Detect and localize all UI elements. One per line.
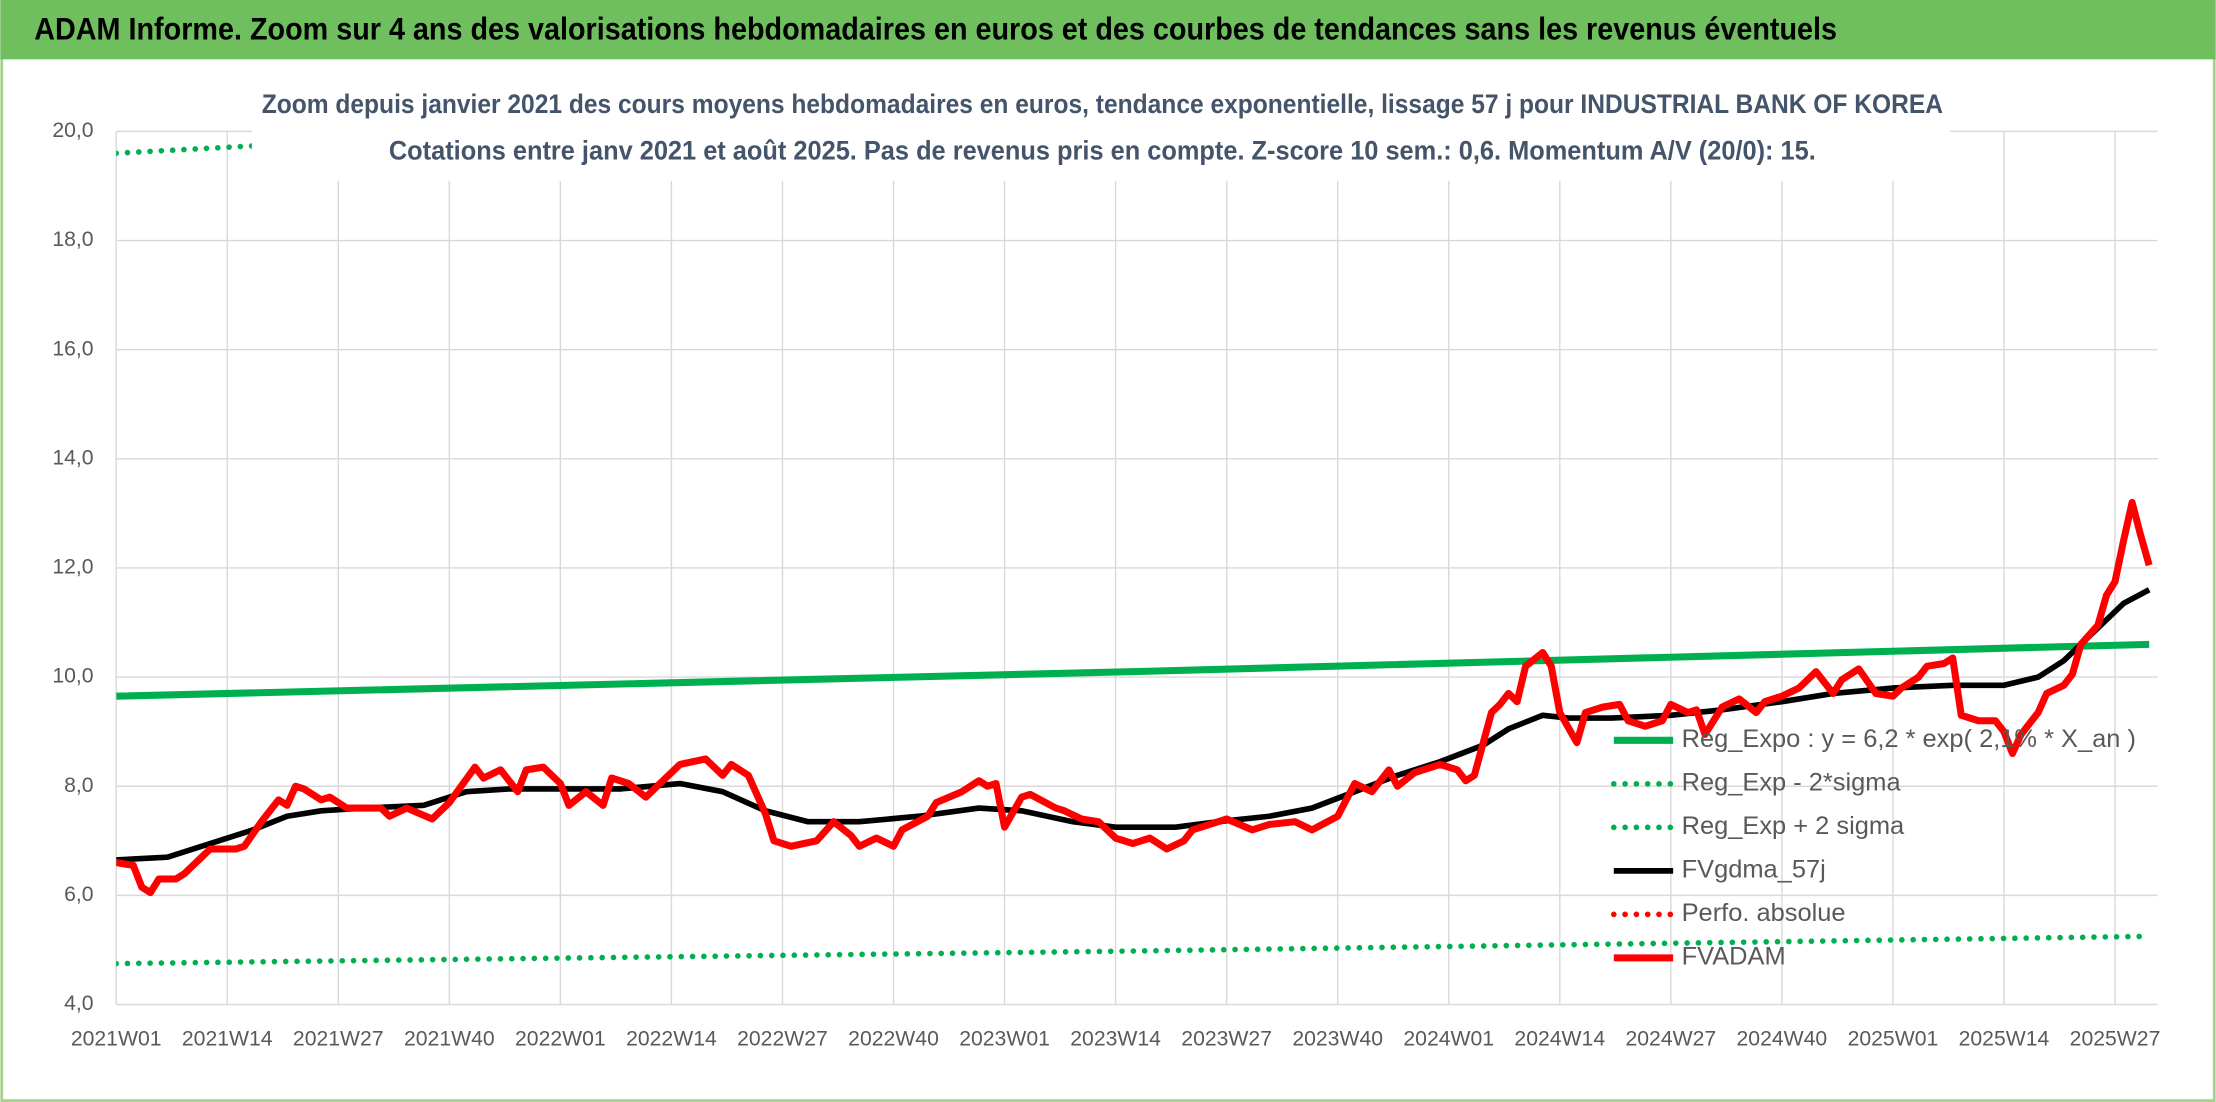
legend-label: Reg_Exp + 2 sigma	[1682, 812, 1905, 840]
x-tick-label: 2023W01	[959, 1027, 1050, 1050]
x-tick-label: 2021W14	[182, 1027, 273, 1050]
x-tick-label: 2022W14	[626, 1027, 717, 1050]
chart-subtitle: Cotations entre janv 2021 et août 2025. …	[389, 136, 1816, 166]
x-tick-label: 2021W27	[293, 1027, 384, 1050]
y-tick-label: 8,0	[64, 774, 93, 797]
legend-label: Perfo. absolue	[1682, 899, 1846, 927]
x-tick-label: 2023W14	[1070, 1027, 1161, 1050]
x-tick-label: 2024W14	[1514, 1027, 1605, 1050]
y-tick-label: 20,0	[52, 119, 93, 142]
legend-label: Reg_Exp - 2*sigma	[1682, 769, 1902, 797]
y-tick-label: 12,0	[52, 556, 93, 579]
x-tick-label: 2024W40	[1737, 1027, 1828, 1050]
y-tick-label: 6,0	[64, 883, 93, 906]
x-tick-label: 2022W01	[515, 1027, 606, 1050]
series-line	[116, 498, 2153, 897]
y-tick-label: 18,0	[52, 228, 93, 251]
legend-label: FVgdma_57j	[1682, 856, 1826, 884]
x-tick-label: 2025W01	[1848, 1027, 1939, 1050]
x-tick-label: 2023W40	[1292, 1027, 1383, 1050]
banner-band	[0, 0, 2216, 60]
legend-label: FVADAM	[1682, 943, 1786, 971]
y-tick-label: 4,0	[64, 992, 93, 1015]
x-tick-label: 2021W40	[404, 1027, 495, 1050]
series-line	[116, 587, 2151, 863]
x-tick-label: 2022W40	[848, 1027, 939, 1050]
x-tick-label: 2021W01	[71, 1027, 162, 1050]
x-tick-label: 2024W01	[1403, 1027, 1494, 1050]
x-tick-label: 2024W27	[1625, 1027, 1716, 1050]
chart-title: Zoom depuis janvier 2021 des cours moyen…	[262, 89, 1943, 119]
x-tick-label: 2022W27	[737, 1027, 828, 1050]
banner: ADAM Informe. Zoom sur 4 ans des valoris…	[34, 11, 1837, 46]
y-tick-label: 10,0	[52, 665, 93, 688]
series-line	[116, 640, 2150, 700]
title-background	[251, 81, 1951, 181]
legend-label: Reg_Expo : y = 6,2 * exp( 2,1% * X_an )	[1682, 725, 2136, 753]
x-tick-label: 2023W27	[1181, 1027, 1272, 1050]
x-tick-label: 2025W27	[2070, 1027, 2161, 1050]
x-tick-label: 2025W14	[1959, 1027, 2050, 1050]
y-tick-label: 16,0	[52, 337, 93, 360]
series-line	[116, 933, 2153, 967]
y-tick-label: 14,0	[52, 446, 93, 469]
